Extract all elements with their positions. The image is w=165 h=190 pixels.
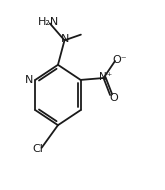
Text: N: N bbox=[61, 34, 69, 44]
Text: Cl: Cl bbox=[32, 144, 43, 154]
Text: N⁺: N⁺ bbox=[99, 72, 112, 82]
Text: O⁻: O⁻ bbox=[113, 55, 127, 65]
Text: N: N bbox=[25, 75, 33, 85]
Text: H₂N: H₂N bbox=[38, 17, 60, 27]
Text: O: O bbox=[109, 93, 118, 103]
